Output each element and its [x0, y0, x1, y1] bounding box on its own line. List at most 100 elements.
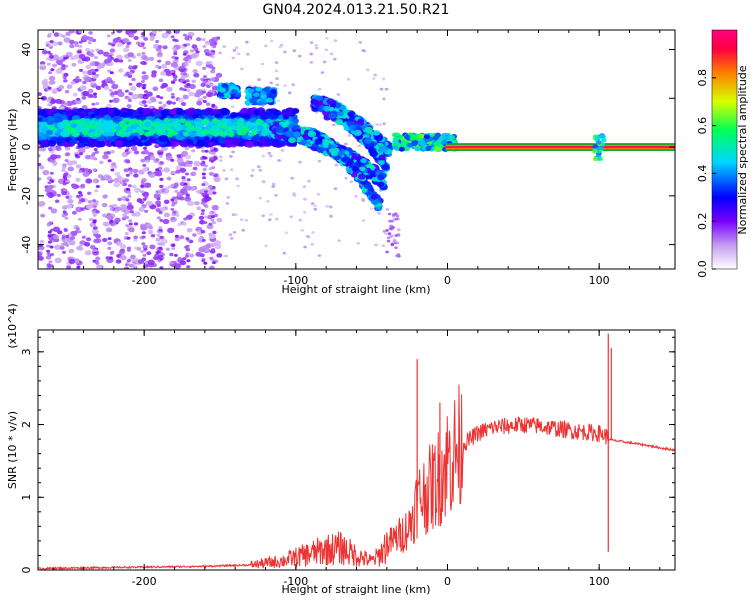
spectrogram-cell	[137, 259, 145, 264]
spectrogram-cell	[292, 108, 299, 114]
spectrogram-cell	[84, 154, 91, 160]
spectrogram-cell	[78, 170, 83, 174]
spectrogram-cell	[162, 218, 170, 225]
spectrogram-cell	[64, 159, 69, 162]
spectrogram-cell	[180, 102, 187, 106]
spectrogram-cell	[277, 159, 281, 162]
spectrogram-cell	[188, 160, 193, 165]
spectrogram-cell	[116, 241, 123, 247]
spectrogram-cell	[189, 83, 196, 90]
spectrogram-cell	[362, 49, 367, 53]
spectrogram-cell	[334, 163, 339, 167]
spectrogram-cell	[185, 237, 190, 241]
spectrogram-cell	[163, 117, 170, 123]
spectrogram-cell	[183, 43, 188, 47]
spectrogram-cell	[136, 198, 143, 203]
spectrogram-cell	[396, 233, 401, 237]
spectrogram-cell	[258, 196, 263, 200]
spectrogram-cell	[61, 238, 66, 242]
spectrogram-cell	[211, 204, 219, 211]
spectrogram-cell	[85, 64, 92, 70]
spectrogram-cell	[212, 191, 217, 195]
spectrogram-cell	[268, 93, 275, 99]
spectrogram-cell	[130, 30, 138, 34]
spectrogram-cell	[382, 97, 386, 101]
spectrogram-cell	[205, 125, 212, 130]
spectrogram-cell	[118, 59, 124, 63]
spectrogram-cell	[111, 203, 118, 208]
spectrogram-cell	[245, 40, 249, 44]
spectrogram-cell	[75, 164, 82, 169]
spectrogram-cell	[47, 140, 57, 147]
spectrogram-cell	[205, 52, 209, 56]
spectrogram-cell	[250, 174, 254, 178]
spectrogram-cell	[91, 210, 96, 214]
spectrogram-cell	[152, 86, 159, 92]
spectrogram-cell	[196, 122, 203, 128]
spectrogram-cell	[183, 217, 188, 221]
spectrogram-cell	[79, 243, 84, 247]
spectrogram-cell	[375, 135, 384, 142]
spectrogram-cell	[214, 112, 222, 119]
spectrogram-cell	[62, 163, 67, 167]
spectrogram-cell	[65, 195, 70, 199]
spectrogram-cell	[82, 70, 88, 75]
spectrogram-cell	[55, 98, 62, 104]
spectrogram-cell	[229, 168, 234, 172]
spectrogram-cell	[136, 119, 143, 125]
spectrogram-cell	[59, 137, 66, 143]
spectrogram-cell	[134, 211, 141, 217]
spectrogram-cell	[122, 179, 127, 184]
spectrogram-cell	[69, 138, 78, 145]
spectrogram-cell	[61, 168, 66, 172]
spectrogram-cell	[307, 179, 311, 183]
spectrogram-cell	[145, 200, 153, 206]
spectrogram-cell	[167, 227, 175, 234]
spectrogram-cell	[49, 98, 57, 105]
spectrogram-cell	[133, 36, 139, 40]
spectrogram-cell	[250, 117, 257, 123]
spectrogram-cell	[287, 91, 292, 95]
spectrogram-cell	[75, 258, 80, 262]
spectrogram-cell	[158, 166, 163, 170]
spectrogram-cell	[46, 252, 51, 256]
spectrogram-cell	[314, 46, 319, 50]
spectrogram-cell	[357, 173, 366, 180]
spectrogram-cell	[200, 229, 206, 234]
spectrogram-cell	[144, 182, 152, 188]
spectrogram-cell	[208, 222, 213, 226]
spectrogram-cell	[230, 237, 234, 240]
spectrogram-cell	[247, 88, 255, 94]
spectrogram-cell	[74, 119, 82, 125]
spectrogram-cell	[266, 97, 274, 103]
spectrogram-cell	[131, 93, 139, 100]
spectrogram-cell	[90, 113, 96, 119]
spectrogram-cell	[46, 109, 55, 116]
spectrogram-cell	[42, 169, 50, 176]
spectrogram-cell	[191, 79, 196, 84]
spectrogram-cell	[38, 162, 42, 167]
spectrogram-cell	[81, 130, 89, 135]
spectrogram-cell	[54, 257, 62, 264]
spectrogram-cell	[390, 234, 394, 238]
spectrogram-cell	[136, 52, 142, 57]
spectrogram-cell	[124, 89, 129, 93]
spectrogram-cell	[151, 30, 158, 35]
spectrogram-cell	[87, 191, 92, 195]
spectrogram-cell	[207, 197, 212, 201]
spectrogram-cell	[92, 228, 99, 235]
spectrogram-cell	[201, 238, 206, 242]
spectrogram-cell	[89, 53, 95, 57]
spectrogram-cell	[50, 253, 55, 256]
spectrogram-cell	[81, 137, 90, 143]
spectrogram-cell	[303, 197, 307, 201]
spectrogram-cell	[63, 72, 69, 77]
spectrogram-cell	[378, 123, 383, 127]
spectrogram-cell	[66, 84, 73, 89]
spectrogram-cell	[87, 88, 94, 94]
spectrogram-cell	[298, 54, 302, 58]
spectrogram-cell	[231, 56, 236, 60]
spectrogram-cell	[137, 110, 144, 115]
spectrogram-cell	[248, 84, 252, 87]
spectrogram-cell	[157, 242, 162, 246]
